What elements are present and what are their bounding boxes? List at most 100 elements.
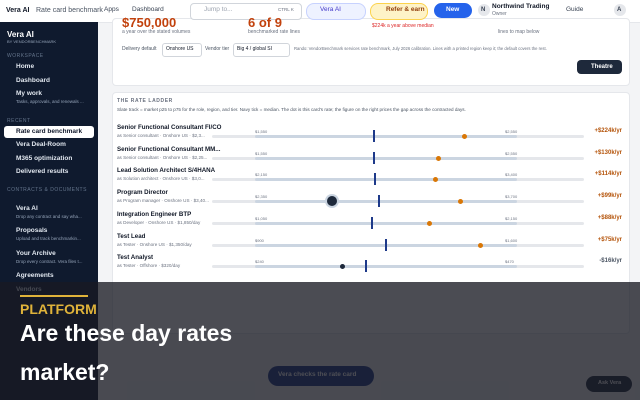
tier-select[interactable] <box>233 43 290 57</box>
guide-link: Guide <box>566 6 584 13</box>
range-high: $3,400 <box>505 172 518 178</box>
median-tick <box>371 216 373 229</box>
row-gap: -$16k/yr <box>599 258 622 265</box>
rate-dot <box>426 220 432 226</box>
filter-note: Rando: VendorBenchmark services rate ben… <box>294 46 547 51</box>
nav-item: My work <box>16 90 43 97</box>
row-title: Senior Functional Consultant FI/CO <box>117 124 222 131</box>
range-low: $2,150 <box>255 172 268 178</box>
row-title: Integration Engineer BTP <box>117 210 192 218</box>
range <box>255 135 517 138</box>
range-high: $2,150 <box>505 215 518 221</box>
range-high: $1,600 <box>505 237 518 243</box>
row-subtitle: as Developer · Onshore US · $1,850/day <box>117 219 201 225</box>
summary-caption: lines to map below <box>498 29 540 35</box>
breadcrumb: Vera AI <box>6 7 30 14</box>
new-label: New <box>446 6 460 13</box>
rate-dot <box>339 264 345 270</box>
user-letter: A <box>617 7 622 13</box>
user-avatar <box>614 4 626 16</box>
filter-label: Vendor tier <box>205 46 230 52</box>
range <box>255 178 517 182</box>
summary-caption: benchmarked rate lines <box>248 29 300 35</box>
filter-value: Onshore US <box>166 46 194 52</box>
vera-label: Vera AI <box>320 6 341 13</box>
range <box>255 200 517 204</box>
org-name: Northwind Trading <box>492 3 550 10</box>
delivery-select[interactable] <box>162 43 202 57</box>
row-gap: +$99k/yr <box>597 193 622 200</box>
median-tick <box>378 195 380 208</box>
range <box>255 221 517 225</box>
summary-value: $750,000 <box>122 15 177 30</box>
rate-dot <box>435 155 441 161</box>
range-low: $1,550 <box>255 150 268 156</box>
avatar-letter: N <box>481 7 486 13</box>
row-subtitle: as Solution architect · Onshore US · $3,… <box>117 176 205 182</box>
row-gap: +$114k/yr <box>594 171 622 178</box>
range-low: $1,550 <box>255 129 268 134</box>
rate-dot-hover <box>327 196 337 207</box>
eyebrow-rule <box>20 295 88 297</box>
row-gap: +$88k/yr <box>597 214 622 221</box>
row-subtitle: as Tester · Onshore US · $1,350/day <box>117 241 192 247</box>
summary-card <box>112 18 630 86</box>
search-text: Jump to... <box>204 6 233 13</box>
search-box[interactable] <box>190 3 302 20</box>
theatre-button[interactable] <box>577 60 622 74</box>
nav-hint: Drop every contract. Vera files t... <box>16 258 83 264</box>
range <box>255 265 517 269</box>
filter-value: Big 4 / global SI <box>237 46 273 52</box>
theatre-label: Theatre <box>591 64 613 70</box>
range-high: $2,550 <box>505 150 518 156</box>
summary-caption: a year over the stated volumes <box>122 29 191 35</box>
headline: market? <box>20 359 110 385</box>
median-tick <box>385 238 387 251</box>
median-tick <box>365 260 367 273</box>
median-tick <box>373 151 375 164</box>
median-tick <box>373 130 375 142</box>
range-low: $900 <box>255 237 264 243</box>
section-heading: CONTRACTS & DOCUMENTS <box>7 186 87 193</box>
nav-item: Your Archive <box>16 249 56 257</box>
filter-label: Delivery default <box>122 46 157 52</box>
headline: Are these day rates <box>20 320 233 346</box>
nav-item: M365 optimization <box>16 154 73 162</box>
row-title: Test Lead <box>117 232 146 240</box>
nav-link: Dashboard <box>132 6 164 13</box>
nav-item: Agreements <box>16 272 54 279</box>
row-subtitle: as Senior consultant · Onshore US · $2,3… <box>117 133 205 138</box>
row-subtitle: as Senior consultant · Onshore US · $2,2… <box>117 154 208 160</box>
nav-item: Vera AI <box>16 204 38 212</box>
section-heading: WORKSPACE <box>7 53 44 59</box>
row-title: Senior Functional Consultant MM... <box>117 145 221 153</box>
row-title: Test Analyst <box>117 254 154 262</box>
new-button[interactable] <box>434 3 472 18</box>
logo: Vera AI <box>7 30 34 39</box>
nav-hint: Tasks, approvals, and renewals ... <box>16 99 84 104</box>
row-gap: +$75k/yr <box>597 236 622 243</box>
refer-button[interactable] <box>370 3 428 20</box>
active-item <box>4 125 94 138</box>
range-high: $470 <box>505 259 514 265</box>
nav-item: Proposals <box>16 227 48 234</box>
refer-label: Refer & earn <box>386 6 425 13</box>
row-title: Program Director <box>117 189 168 197</box>
rate-dot <box>432 177 438 183</box>
nav-item: Rate card benchmark <box>16 127 83 135</box>
range-low: $240 <box>255 259 264 265</box>
median-tick <box>374 173 376 186</box>
rate-dot <box>477 242 483 248</box>
org-role: Owner <box>492 11 507 17</box>
range-high: $3,700 <box>505 194 518 200</box>
rate-dot <box>461 134 467 139</box>
nav-item: Dashboard <box>16 76 50 84</box>
vera-button[interactable] <box>306 3 366 20</box>
row-gap: +$224k/yr <box>594 128 622 134</box>
nav-item: Home <box>16 63 35 70</box>
section-heading: RECENT <box>7 117 31 124</box>
nav-hint: Upload and track benchmarkin... <box>16 236 81 241</box>
range-low: $2,350 <box>255 194 268 200</box>
overlay <box>0 282 640 400</box>
